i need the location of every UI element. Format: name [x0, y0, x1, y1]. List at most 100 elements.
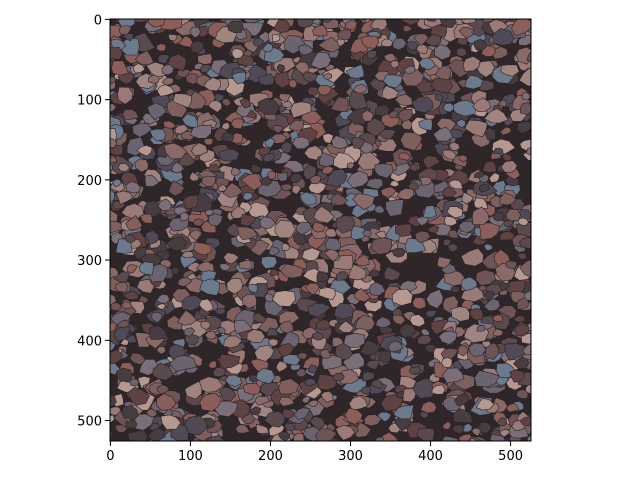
stone: [500, 160, 518, 173]
stone: [125, 420, 138, 429]
stone: [246, 109, 257, 119]
stone: [221, 98, 232, 107]
stone: [348, 264, 367, 281]
stone: [272, 290, 296, 307]
stone: [517, 217, 529, 226]
stone: [505, 402, 520, 413]
stone: [254, 395, 270, 406]
stone: [361, 35, 380, 49]
stone: [148, 325, 168, 340]
stone: [476, 60, 495, 78]
stone: [313, 205, 335, 224]
stone: [149, 128, 166, 141]
stone: [425, 344, 437, 353]
stone: [351, 50, 366, 62]
stone: [268, 338, 279, 347]
stone: [127, 429, 148, 441]
stone: [131, 123, 153, 138]
stone: [189, 124, 212, 139]
stone: [301, 396, 311, 404]
stone: [115, 238, 133, 254]
stone: [280, 100, 293, 108]
stone: [513, 315, 526, 323]
stone: [238, 259, 253, 270]
stone: [246, 328, 266, 343]
stone: [320, 390, 334, 403]
stone: [230, 166, 241, 177]
stone: [331, 135, 348, 150]
stone: [318, 287, 337, 301]
stone: [150, 311, 163, 324]
stone: [321, 19, 334, 23]
stone: [489, 434, 505, 441]
stone: [490, 46, 509, 60]
stone: [288, 119, 304, 132]
stone: [156, 84, 176, 97]
stone: [346, 170, 369, 189]
stone: [363, 414, 382, 427]
stone: [344, 19, 358, 30]
stone: [461, 192, 475, 205]
stone: [241, 413, 255, 424]
stone: [418, 118, 433, 131]
stone: [319, 152, 338, 168]
stone: [390, 60, 400, 69]
stone: [217, 184, 227, 192]
stone: [168, 180, 185, 197]
stone: [441, 186, 457, 198]
stone: [291, 184, 302, 195]
stone: [322, 72, 333, 80]
stone: [110, 46, 123, 60]
stone: [326, 168, 348, 187]
stone: [422, 155, 441, 170]
stone: [505, 208, 521, 222]
stone: [499, 192, 517, 206]
stone: [448, 141, 461, 151]
stone: [324, 228, 337, 238]
stone: [279, 320, 294, 334]
stone: [312, 222, 326, 233]
stone: [433, 126, 453, 142]
stone: [156, 393, 177, 411]
stone: [473, 197, 489, 209]
stone: [492, 314, 503, 323]
stone: [442, 149, 457, 161]
stone: [311, 332, 324, 341]
stone: [122, 290, 140, 301]
stone: [419, 411, 429, 419]
stone: [147, 74, 160, 84]
stone: [282, 354, 301, 366]
stone: [474, 170, 486, 179]
stone: [200, 320, 211, 331]
stone: [255, 423, 270, 435]
stone: [394, 94, 413, 107]
stone: [278, 431, 291, 441]
stone: [503, 219, 514, 228]
stone: [124, 234, 136, 244]
stone: [156, 345, 167, 355]
stone: [242, 192, 254, 201]
stone: [496, 99, 507, 108]
stone: [448, 179, 464, 190]
stone: [430, 24, 447, 38]
stone: [254, 344, 275, 362]
stone: [227, 20, 243, 33]
stone: [375, 316, 392, 329]
stone: [424, 32, 442, 47]
stone: [168, 217, 190, 232]
stone: [199, 392, 223, 412]
stone: [184, 380, 203, 400]
stone: [190, 40, 205, 53]
stone: [293, 407, 311, 420]
stone: [207, 99, 223, 113]
stone: [121, 202, 145, 220]
stone: [208, 213, 224, 227]
x-tick-label: 500: [498, 449, 523, 464]
stone: [146, 102, 167, 120]
stone: [176, 309, 198, 326]
stone: [434, 65, 452, 81]
stone: [374, 230, 387, 239]
x-tick-label: 300: [338, 449, 363, 464]
stone: [230, 118, 244, 130]
